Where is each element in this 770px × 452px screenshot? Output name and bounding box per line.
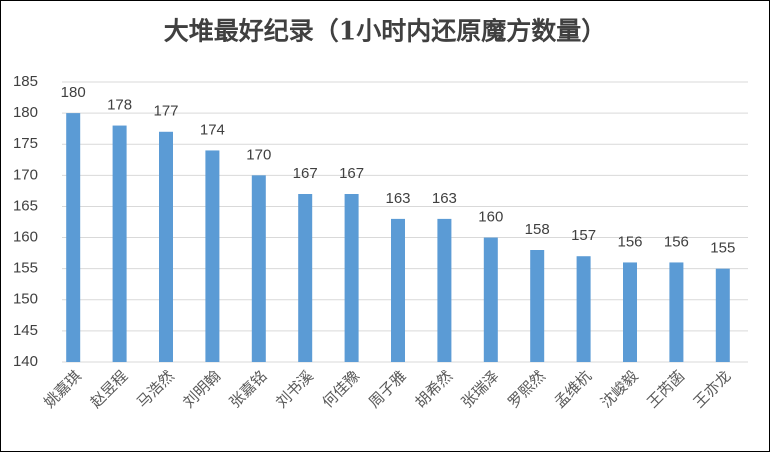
bar: [623, 262, 637, 362]
bar: [715, 268, 730, 362]
data-label: 156: [664, 233, 689, 250]
data-label: 167: [339, 165, 364, 182]
data-label: 177: [153, 103, 178, 120]
bar: [205, 150, 220, 362]
y-tick-label: 150: [13, 291, 38, 308]
data-label: 170: [246, 146, 271, 163]
y-tick-label: 185: [13, 73, 38, 90]
bar: [391, 218, 405, 362]
bar: [251, 175, 266, 362]
chart-title: 大堆最好纪录（1小时内还原魔方数量）: [164, 17, 606, 46]
bar: [112, 125, 127, 362]
data-label: 157: [571, 227, 596, 244]
bar: [483, 237, 498, 362]
y-tick-label: 165: [13, 197, 38, 214]
bar: [298, 194, 313, 362]
data-label: 174: [200, 121, 225, 138]
data-label: 178: [107, 97, 132, 114]
bar: [530, 250, 545, 362]
y-tick-label: 160: [13, 229, 38, 246]
y-tick-label: 180: [13, 104, 38, 121]
bar: [344, 194, 359, 362]
bar: [159, 131, 173, 362]
bar: [437, 218, 452, 362]
data-label: 160: [478, 209, 503, 226]
y-tick-label: 155: [13, 260, 38, 277]
data-label: 163: [385, 190, 410, 207]
data-label: 180: [61, 84, 86, 101]
data-label: 167: [293, 165, 318, 182]
y-tick-label: 140: [13, 353, 38, 370]
data-label: 156: [617, 233, 642, 250]
y-tick-label: 145: [13, 322, 38, 339]
data-label: 158: [525, 221, 550, 238]
data-label: 163: [432, 190, 457, 207]
y-tick-label: 175: [13, 135, 38, 152]
bar: [669, 262, 684, 362]
y-tick-label: 170: [13, 166, 38, 183]
bar: [66, 113, 81, 362]
data-label: 155: [710, 240, 735, 257]
bar: [576, 256, 591, 362]
